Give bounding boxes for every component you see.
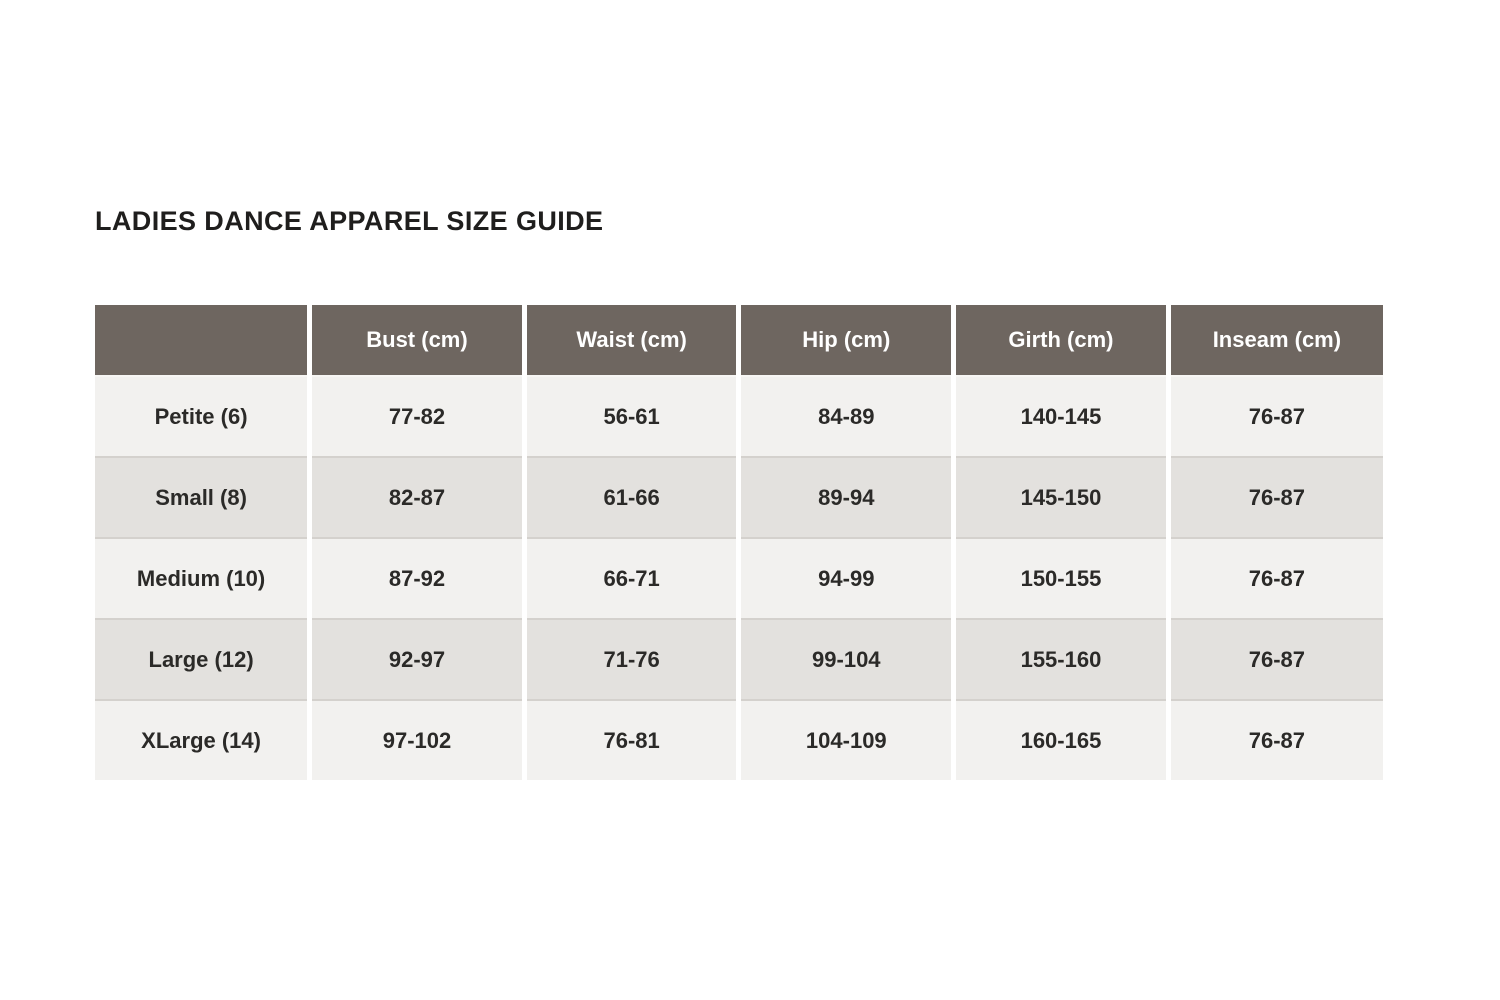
cell-waist: 71-76 bbox=[521, 618, 739, 700]
table-header: Bust (cm) Waist (cm) Hip (cm) Girth (cm)… bbox=[95, 305, 1383, 377]
cell-bust: 77-82 bbox=[307, 376, 525, 457]
table-row-small: Small (8) 82-87 61-66 89-94 145-150 76-8… bbox=[95, 456, 1383, 538]
header-cell-inseam: Inseam (cm) bbox=[1165, 305, 1383, 377]
table-row-xlarge: XLarge (14) 97-102 76-81 104-109 160-165… bbox=[95, 699, 1383, 780]
cell-hip: 99-104 bbox=[736, 618, 954, 700]
cell-hip: 94-99 bbox=[736, 537, 954, 619]
table-row-petite: Petite (6) 77-82 56-61 84-89 140-145 76-… bbox=[95, 376, 1383, 457]
cell-girth: 140-145 bbox=[951, 376, 1169, 457]
row-label: Petite (6) bbox=[95, 376, 310, 457]
cell-bust: 87-92 bbox=[307, 537, 525, 619]
table-row-medium: Medium (10) 87-92 66-71 94-99 150-155 76… bbox=[95, 537, 1383, 619]
cell-inseam: 76-87 bbox=[1165, 456, 1383, 538]
cell-waist: 66-71 bbox=[521, 537, 739, 619]
row-label: XLarge (14) bbox=[95, 699, 310, 780]
cell-girth: 155-160 bbox=[951, 618, 1169, 700]
header-cell-waist: Waist (cm) bbox=[521, 305, 739, 377]
header-cell-girth: Girth (cm) bbox=[951, 305, 1169, 377]
header-cell-blank bbox=[95, 305, 310, 377]
cell-bust: 92-97 bbox=[307, 618, 525, 700]
row-label: Large (12) bbox=[95, 618, 310, 700]
cell-hip: 84-89 bbox=[736, 376, 954, 457]
header-cell-bust: Bust (cm) bbox=[307, 305, 525, 377]
table-body: Petite (6) 77-82 56-61 84-89 140-145 76-… bbox=[95, 376, 1383, 780]
cell-girth: 145-150 bbox=[951, 456, 1169, 538]
cell-girth: 160-165 bbox=[951, 699, 1169, 780]
cell-waist: 76-81 bbox=[521, 699, 739, 780]
table-row-large: Large (12) 92-97 71-76 99-104 155-160 76… bbox=[95, 618, 1383, 700]
cell-inseam: 76-87 bbox=[1165, 699, 1383, 780]
cell-hip: 89-94 bbox=[736, 456, 954, 538]
cell-hip: 104-109 bbox=[736, 699, 954, 780]
cell-bust: 82-87 bbox=[307, 456, 525, 538]
cell-inseam: 76-87 bbox=[1165, 618, 1383, 700]
cell-inseam: 76-87 bbox=[1165, 376, 1383, 457]
cell-girth: 150-155 bbox=[951, 537, 1169, 619]
table-header-row: Bust (cm) Waist (cm) Hip (cm) Girth (cm)… bbox=[95, 305, 1383, 377]
cell-bust: 97-102 bbox=[307, 699, 525, 780]
page-title: LADIES DANCE APPAREL SIZE GUIDE bbox=[95, 206, 604, 236]
header-cell-hip: Hip (cm) bbox=[736, 305, 954, 377]
size-guide-table: Bust (cm) Waist (cm) Hip (cm) Girth (cm)… bbox=[95, 305, 1383, 780]
cell-waist: 56-61 bbox=[521, 376, 739, 457]
cell-inseam: 76-87 bbox=[1165, 537, 1383, 619]
cell-waist: 61-66 bbox=[521, 456, 739, 538]
row-label: Small (8) bbox=[95, 456, 310, 538]
row-label: Medium (10) bbox=[95, 537, 310, 619]
